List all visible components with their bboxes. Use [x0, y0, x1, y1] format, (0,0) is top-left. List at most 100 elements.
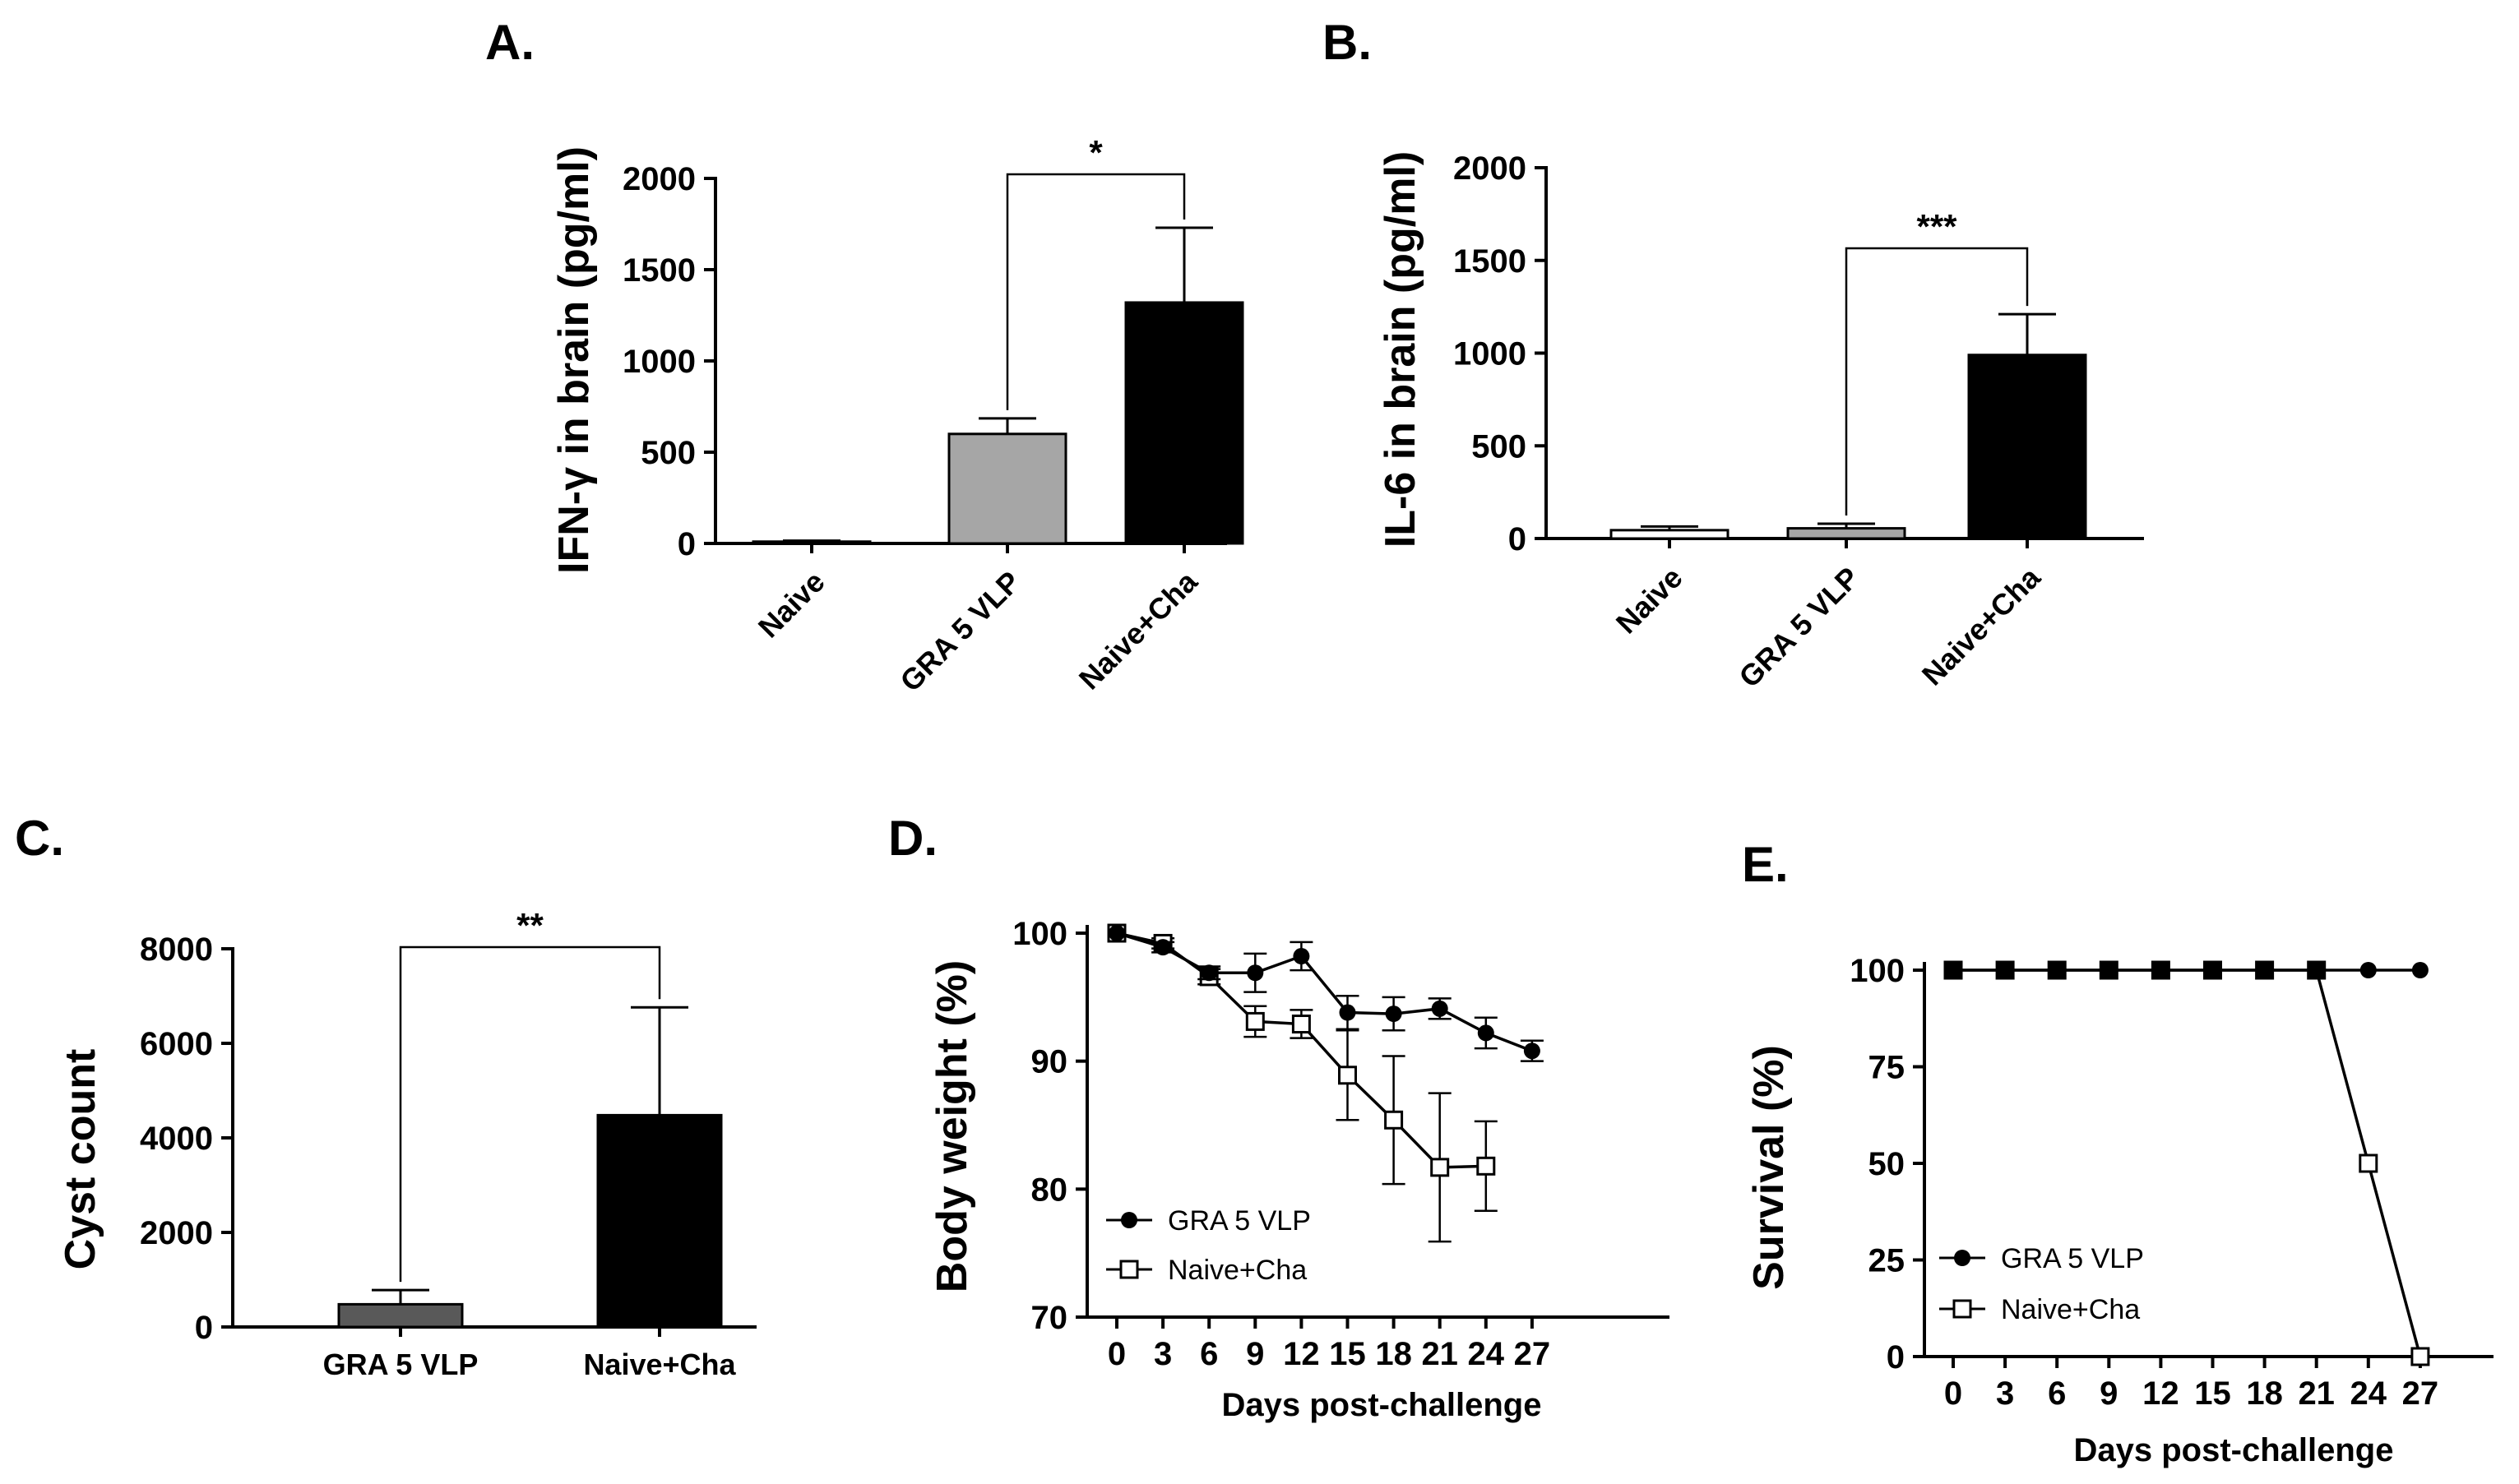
x-tick-label: 9	[1246, 1336, 1264, 1372]
y-tick-label: 25	[1868, 1243, 1905, 1279]
significance-label: **	[516, 906, 544, 945]
data-point	[1476, 1156, 1496, 1176]
data-point	[1245, 1011, 1265, 1031]
panel-b-ylabel: IL-6 in brain (pg/ml)	[1377, 151, 1424, 548]
bar	[337, 1302, 464, 1329]
panel-d: D. Body weight (%) Days post-challenge 7…	[888, 811, 1669, 1423]
legend-marker	[1119, 1260, 1139, 1279]
data-point	[2204, 962, 2221, 978]
data-point	[2359, 1153, 2378, 1173]
data-point	[1430, 1158, 1450, 1177]
y-tick-label: 100	[1850, 953, 1905, 989]
panel-a-plot: 0 500 1000 1500 2000 Naive GRA 5 VLP Naive+Cha *	[623, 133, 1244, 698]
panel-c: C. Cyst count 0 2000 4000 6000 8000 GRA 5 VLP…	[15, 811, 757, 1381]
panel-a-label: A.	[485, 15, 535, 70]
y-tick-label: 2000	[623, 161, 696, 197]
significance-label: *	[1089, 133, 1103, 172]
legend-marker	[1954, 1250, 1970, 1266]
y-tick-label: 0	[1508, 521, 1526, 557]
x-tick-label: 27	[2402, 1375, 2439, 1412]
legend-marker	[1952, 1299, 1972, 1319]
y-tick-label: 4000	[140, 1121, 213, 1157]
data-point	[1997, 962, 2014, 978]
panel-b: B. IL-6 in brain (pg/ml) 0 500 1000 1500 200…	[1322, 15, 2144, 694]
y-tick-label: 0	[678, 526, 696, 562]
x-tick-label: 21	[2298, 1375, 2335, 1412]
data-point	[2256, 962, 2273, 978]
y-tick-label: 80	[1031, 1172, 1068, 1208]
panel-a-ylabel: IFN-γ in brain (pg/ml)	[550, 146, 598, 574]
legend-label: Naive+Cha	[2001, 1294, 2140, 1325]
legend-label: Naive+Cha	[1168, 1255, 1307, 1286]
x-tick-label: 24	[2350, 1375, 2387, 1412]
y-tick-label: 0	[195, 1310, 213, 1346]
y-tick-label: 90	[1031, 1044, 1068, 1080]
x-tick-label: 12	[2142, 1375, 2179, 1412]
x-tick-label: 0	[1944, 1375, 1962, 1412]
panel-e: E. Survival (%) Days post-challenge 0 25 5…	[1742, 837, 2494, 1468]
x-tick-label: 3	[1154, 1336, 1172, 1372]
panel-b-label: B.	[1322, 15, 1372, 70]
y-tick-label: 75	[1868, 1050, 1905, 1086]
y-tick-label: 2000	[1453, 150, 1526, 187]
y-tick-label: 70	[1031, 1300, 1068, 1336]
y-tick-label: 1500	[623, 252, 696, 289]
panel-a: A. IFN-γ in brain (pg/ml) 0 500 1000 1500 20…	[485, 15, 1244, 698]
category-label: Naive+Cha	[1072, 564, 1205, 696]
panel-c-label: C.	[15, 811, 64, 866]
y-tick-label: 6000	[140, 1026, 213, 1062]
x-tick-label: 0	[1108, 1336, 1126, 1372]
x-tick-label: 15	[1329, 1336, 1366, 1372]
x-tick-label: 3	[1996, 1375, 2014, 1412]
data-point	[1155, 939, 1172, 956]
x-tick-label: 9	[2100, 1375, 2118, 1412]
x-tick-label: 15	[2194, 1375, 2231, 1412]
significance-label: ***	[1916, 207, 1957, 246]
data-point	[1247, 964, 1264, 982]
y-tick-label: 8000	[140, 932, 213, 968]
x-tick-label: 27	[1514, 1336, 1551, 1372]
y-tick-label: 2000	[140, 1215, 213, 1251]
series-line	[1116, 932, 1533, 1052]
panel-c-ylabel: Cyst count	[57, 1049, 104, 1270]
panel-d-label: D.	[888, 811, 938, 866]
bar	[1609, 529, 1729, 540]
category-label: GRA 5 VLP	[323, 1348, 479, 1381]
data-point	[1293, 948, 1310, 965]
y-tick-label: 50	[1868, 1146, 1905, 1182]
y-tick-label: 500	[1471, 428, 1526, 465]
category-label: Naive	[752, 565, 831, 645]
x-tick-label: 18	[1375, 1336, 1412, 1372]
data-point	[1523, 1042, 1540, 1060]
data-point	[1201, 964, 1218, 982]
panel-e-label: E.	[1742, 837, 1789, 892]
significance-bracket	[1006, 173, 1186, 410]
category-label: Naive+Cha	[583, 1348, 736, 1381]
panel-c-plot: 0 2000 4000 6000 8000 GRA 5 VLP Naive+Cha **	[140, 906, 757, 1381]
data-point	[1945, 962, 1961, 978]
data-point	[2100, 962, 2118, 978]
data-point	[1109, 925, 1125, 941]
legend-marker	[1121, 1212, 1137, 1228]
legend-label: GRA 5 VLP	[2001, 1243, 2144, 1274]
bar	[1786, 527, 1906, 540]
bar	[1124, 301, 1244, 545]
category-label: GRA 5 VLP	[893, 565, 1026, 698]
data-point	[1339, 1004, 1356, 1021]
category-label: GRA 5 VLP	[1732, 561, 1865, 694]
y-tick-label: 1000	[623, 344, 696, 380]
x-tick-label: 6	[2048, 1375, 2066, 1412]
data-point	[2410, 1347, 2430, 1366]
bar	[947, 432, 1067, 545]
data-point	[1385, 1006, 1402, 1023]
category-label: Naive	[1609, 561, 1689, 640]
data-point	[1431, 1000, 1448, 1017]
panel-b-plot: 0 500 1000 1500 2000 Naive GRA 5 VLP Naive+Cha *…	[1453, 150, 2144, 694]
x-tick-label: 12	[1283, 1336, 1320, 1372]
panel-d-plot: 70 80 90 100 0 3 6 9 12 15 18 21 24 27 GRA 5 VLP Naive+…	[1012, 916, 1669, 1372]
bar	[752, 540, 872, 545]
y-tick-label: 500	[641, 435, 696, 471]
data-point	[2411, 962, 2429, 978]
category-label: Naive+Cha	[1915, 560, 2048, 692]
